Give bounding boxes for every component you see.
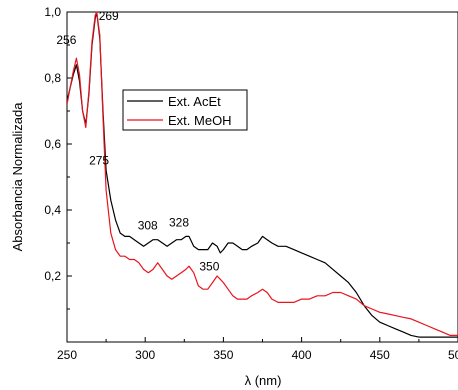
x-tick-label: 400 — [292, 348, 312, 362]
y-tick-label: 0,4 — [44, 203, 61, 217]
peak-label-308: 308 — [138, 219, 158, 233]
peak-label-328: 328 — [169, 215, 189, 229]
y-tick-label: 1,0 — [44, 5, 61, 19]
x-tick-label: 450 — [370, 348, 390, 362]
y-tick-label: 0,2 — [44, 269, 61, 283]
x-tick-label: 250 — [57, 348, 77, 362]
x-tick-label: 350 — [213, 348, 233, 362]
peak-label-269: 269 — [99, 9, 119, 23]
y-tick-label: 0,6 — [44, 137, 61, 151]
peak-label-275: 275 — [89, 153, 109, 167]
series-line-meoh — [67, 11, 458, 336]
legend-label-meoh: Ext. MeOH — [168, 113, 232, 128]
annotation-layer: 256 269 308 328 275 350 — [56, 9, 219, 274]
x-tick-label: 300 — [135, 348, 155, 362]
x-axis-label: λ (nm) — [245, 373, 282, 388]
peak-label-350: 350 — [199, 260, 219, 274]
series-layer — [67, 11, 458, 338]
y-tick-label: 0,8 — [44, 71, 61, 85]
x-tick-label: 500 — [448, 348, 458, 362]
axes: 250 300 350 400 450 500 0,2 0,4 0,6 0,8 1,0 — [44, 5, 458, 362]
plot-area-frame — [66, 11, 458, 343]
y-axis-label: Absorbancia Normalizada — [10, 102, 25, 252]
legend-label-acet: Ext. AcEt — [168, 94, 221, 109]
peak-label-256: 256 — [56, 33, 76, 47]
legend: Ext. AcEt Ext. MeOH — [122, 89, 248, 131]
series-line-acet — [67, 11, 458, 338]
legend-box — [122, 89, 248, 131]
